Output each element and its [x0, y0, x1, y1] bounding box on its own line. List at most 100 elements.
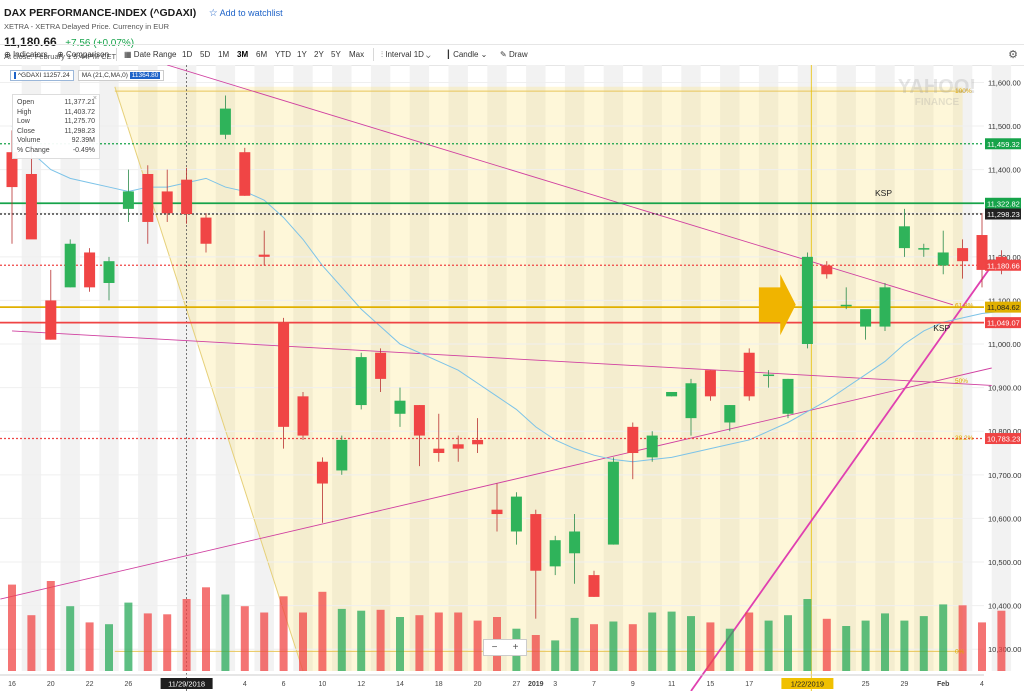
- candle-body: [45, 300, 57, 340]
- x-cursor-tag: [781, 678, 834, 689]
- column-band: [176, 65, 197, 671]
- comparison-button[interactable]: ⊕ Comparison: [57, 50, 109, 59]
- candle-body: [646, 435, 658, 458]
- y-tick-label: 10,700.00: [988, 471, 1021, 480]
- draw-button[interactable]: ✎ Draw: [500, 50, 528, 59]
- x-tick-label: 16: [8, 681, 16, 688]
- gear-icon[interactable]: ⚙: [1008, 49, 1018, 61]
- zoom-in-button[interactable]: +: [512, 642, 519, 653]
- legend-ma-value: 11364.80: [129, 72, 161, 79]
- trendline: [690, 265, 993, 691]
- exchange-info: XETRA - XETRA Delayed Price. Currency in…: [4, 22, 170, 31]
- candle-body: [588, 575, 600, 597]
- range-1y[interactable]: 1Y: [297, 50, 307, 59]
- volume-bar: [861, 620, 870, 671]
- price-tag: [985, 197, 1021, 209]
- x-tick-label: 9: [631, 681, 635, 688]
- tooltip-label: % Change: [17, 146, 50, 154]
- legend-symbol[interactable]: ^GDAXI 11257.24: [10, 69, 74, 82]
- trendline: [11, 330, 992, 386]
- candle-body: [530, 514, 542, 571]
- volume-bar: [919, 616, 928, 671]
- interval-label: Interval: [385, 50, 412, 59]
- price-tag: [985, 317, 1021, 329]
- x-tick-label: 18: [435, 681, 443, 688]
- indicators-button[interactable]: ⊕ Indicators: [4, 50, 48, 59]
- x-tick-label: 14: [396, 681, 404, 688]
- candle-body: [860, 309, 872, 327]
- candle-body: [84, 252, 96, 288]
- range-3m[interactable]: 3M: [237, 50, 249, 59]
- volume-bar: [764, 620, 773, 671]
- candle-body: [510, 496, 522, 532]
- close-time: At close: February 1 5:44PM CET: [4, 52, 117, 61]
- candle-body: [666, 391, 678, 397]
- range-5d[interactable]: 5D: [200, 50, 211, 59]
- zoom-out-button[interactable]: −: [491, 642, 498, 653]
- range-max[interactable]: Max: [349, 50, 365, 59]
- chevron-down-icon: ⌄: [480, 50, 488, 59]
- y-tick-label: 10,800.00: [988, 427, 1021, 436]
- x-tick-label: 7: [592, 681, 596, 688]
- add-to-watchlist-link[interactable]: ☆ Add to watchlist: [209, 8, 283, 19]
- column-band: [991, 65, 1012, 671]
- x-tick-label: 15: [707, 681, 715, 688]
- candle-body: [6, 152, 18, 188]
- tooltip-value: 11,377.21: [64, 99, 95, 106]
- range-1d[interactable]: 1D: [182, 50, 193, 59]
- pencil-icon: ✎: [500, 50, 507, 59]
- column-band: [758, 65, 779, 671]
- chart-legend: ^GDAXI 11257.24 MA (21,C,MA,0) 11364.80: [10, 69, 165, 82]
- price-tag-label: 11,180.66: [987, 261, 1020, 270]
- watermark: FINANCE: [915, 97, 960, 108]
- calendar-icon: ▦: [124, 50, 132, 59]
- plus-circle-icon: ⊕: [57, 50, 64, 59]
- legend-ma[interactable]: MA (21,C,MA,0) 11364.80: [77, 70, 165, 81]
- volume-bar: [881, 613, 889, 671]
- volume-bar: [46, 581, 55, 671]
- column-band: [60, 65, 80, 671]
- candle-body: [122, 191, 134, 209]
- y-tick-label: 11,400.00: [988, 166, 1021, 175]
- x-tick-label: 6: [282, 681, 286, 688]
- candle-body: [472, 439, 484, 445]
- range-1m[interactable]: 1M: [218, 50, 230, 59]
- price-tag: [985, 208, 1021, 220]
- price-tag: [985, 433, 1021, 445]
- price-tag-label: 11,049.07: [987, 319, 1020, 328]
- candle-body: [898, 226, 910, 249]
- x-tick-label: 17: [745, 681, 753, 688]
- annotation-label: KSP: [933, 323, 950, 333]
- watermark: YAHOO!: [898, 76, 976, 98]
- x-tick-label: 29: [901, 681, 909, 688]
- legend-ma-label: MA (21,C,MA,0): [81, 72, 128, 79]
- y-tick-label: 11,000.00: [988, 340, 1021, 349]
- candle-body: [278, 322, 290, 427]
- range-5y[interactable]: 5Y: [331, 50, 341, 59]
- candle-body: [355, 357, 367, 406]
- x-tick-label: Feb: [937, 681, 949, 688]
- volume-bar: [124, 602, 133, 671]
- close-icon[interactable]: ×: [92, 95, 97, 102]
- range-2y[interactable]: 2Y: [314, 50, 324, 59]
- candle-icon: ┃: [446, 50, 451, 59]
- volume-bar: [958, 605, 967, 671]
- candle-body: [685, 383, 697, 419]
- x-cursor-tag: [160, 678, 213, 689]
- volume-bar: [648, 612, 657, 671]
- date-range-button[interactable]: ▦ Date Range: [124, 50, 177, 59]
- range-6m[interactable]: 6M: [256, 50, 268, 59]
- candle-button[interactable]: ┃ Candle ⌄: [446, 50, 487, 59]
- volume-bar: [590, 624, 598, 671]
- tooltip-value: 11,403.72: [64, 108, 95, 116]
- candle-body: [394, 400, 406, 414]
- interval-button[interactable]: ⫶ Interval 1D ⌄: [381, 50, 431, 60]
- range-ytd[interactable]: YTD: [275, 50, 291, 59]
- divider: [373, 48, 374, 61]
- candlestick-chart[interactable]: 10,300.0010,400.0010,500.0010,600.0010,7…: [0, 65, 1024, 691]
- price-tag-label: 11,298.23: [987, 210, 1020, 219]
- divider: [116, 48, 117, 61]
- volume-bar: [337, 608, 346, 671]
- price-change: +7.56 (+0.07%): [65, 38, 135, 49]
- volume-bar: [609, 621, 618, 671]
